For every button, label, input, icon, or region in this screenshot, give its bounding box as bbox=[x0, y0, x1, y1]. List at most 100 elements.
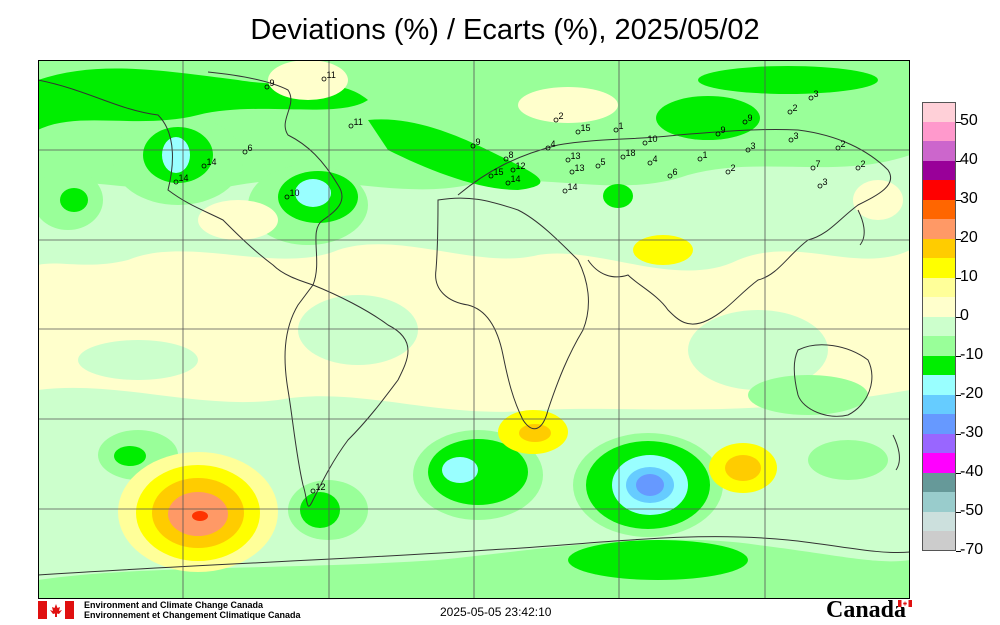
station-dot bbox=[503, 156, 509, 162]
station-value-label: 12 bbox=[516, 161, 526, 171]
station-dot bbox=[715, 131, 721, 137]
station-dot bbox=[310, 488, 316, 494]
wordmark-flag-icon bbox=[898, 600, 912, 607]
legend-label: -20 bbox=[960, 384, 984, 402]
station-dot bbox=[742, 119, 748, 125]
station-value-label: 4 bbox=[551, 139, 556, 149]
legend-swatch bbox=[922, 355, 956, 375]
legend-swatch bbox=[922, 394, 956, 414]
station-value-label: 3 bbox=[823, 177, 828, 187]
station-value-label: 14 bbox=[207, 157, 217, 167]
graticule bbox=[38, 60, 910, 599]
legend-tick bbox=[956, 160, 961, 162]
station-value-label: 8 bbox=[509, 150, 514, 160]
station-value-label: 6 bbox=[248, 143, 253, 153]
station-dot bbox=[745, 147, 751, 153]
legend-swatch bbox=[922, 472, 956, 492]
legend-label: 50 bbox=[960, 111, 978, 129]
legend-tick bbox=[956, 199, 961, 201]
station-value-label: 9 bbox=[748, 113, 753, 123]
legend-swatch bbox=[922, 511, 956, 531]
org-name-french: Environnement et Changement Climatique C… bbox=[84, 610, 301, 620]
legend-tick bbox=[956, 316, 961, 318]
map-panel: 11 9 6 11 14 14 10 9 8 2 4 15 1 12 15 14 13 13 5 18 10 4 6 14 1 2… bbox=[38, 60, 910, 599]
legend-swatch bbox=[922, 102, 956, 122]
org-name-english: Environment and Climate Change Canada bbox=[84, 600, 264, 610]
station-value-label: 13 bbox=[571, 151, 581, 161]
station-value-label: 10 bbox=[648, 134, 658, 144]
legend-swatch bbox=[922, 121, 956, 141]
legend-label: 0 bbox=[960, 306, 969, 324]
legend-tick bbox=[956, 394, 961, 396]
station-value-label: 9 bbox=[270, 78, 275, 88]
station-value-label: 7 bbox=[816, 159, 821, 169]
station-value-label: 6 bbox=[673, 167, 678, 177]
station-dot bbox=[545, 145, 551, 151]
legend-swatch bbox=[922, 141, 956, 161]
station-value-label: 10 bbox=[290, 188, 300, 198]
legend-tick bbox=[956, 472, 961, 474]
legend-label: -70 bbox=[960, 540, 984, 558]
station-dot bbox=[725, 169, 731, 175]
station-dot bbox=[788, 137, 794, 143]
legend-label: 30 bbox=[960, 189, 978, 207]
station-value-label: 5 bbox=[601, 157, 606, 167]
generation-timestamp: 2025-05-05 23:42:10 bbox=[440, 605, 552, 619]
legend-label: 20 bbox=[960, 228, 978, 246]
station-dot bbox=[348, 123, 354, 129]
legend-tick bbox=[956, 550, 961, 552]
blue-regions bbox=[626, 467, 674, 503]
legend-label: -30 bbox=[960, 423, 984, 441]
station-value-label: 14 bbox=[511, 174, 521, 184]
bright-green-regions bbox=[38, 66, 878, 580]
legend-swatch bbox=[922, 238, 956, 258]
station-value-label: 18 bbox=[626, 148, 636, 158]
station-value-label: 2 bbox=[559, 111, 564, 121]
positive-anomaly-regions bbox=[118, 60, 903, 572]
station-value-label: 3 bbox=[794, 131, 799, 141]
station-value-label: 2 bbox=[861, 159, 866, 169]
legend-label: 40 bbox=[960, 150, 978, 168]
station-dot bbox=[569, 169, 575, 175]
legend-label: 10 bbox=[960, 267, 978, 285]
station-value-label: 3 bbox=[814, 89, 819, 99]
station-dot bbox=[173, 179, 179, 185]
legend-swatch bbox=[922, 199, 956, 219]
station-dot bbox=[613, 127, 619, 133]
legend-tick bbox=[956, 433, 961, 435]
map-title: Deviations (%) / Ecarts (%), 2025/05/02 bbox=[250, 14, 760, 46]
station-value-label: 14 bbox=[568, 182, 578, 192]
legend-swatch bbox=[922, 375, 956, 395]
legend-swatch bbox=[922, 433, 956, 453]
legend-swatch bbox=[922, 160, 956, 180]
legend-tick bbox=[956, 511, 961, 513]
legend-swatch bbox=[922, 492, 956, 512]
station-dot bbox=[321, 76, 327, 82]
station-dot bbox=[575, 129, 581, 135]
station-dot bbox=[835, 145, 841, 151]
station-value-label: 3 bbox=[751, 141, 756, 151]
station-dot bbox=[201, 163, 207, 169]
legend-swatch bbox=[922, 180, 956, 200]
legend-swatch bbox=[922, 414, 956, 434]
station-value-label: 1 bbox=[703, 150, 708, 160]
station-dot bbox=[855, 165, 861, 171]
station-dot bbox=[787, 109, 793, 115]
legend-swatch bbox=[922, 258, 956, 278]
map-border bbox=[38, 60, 910, 599]
station-dot bbox=[647, 160, 653, 166]
legend-swatch bbox=[922, 531, 956, 551]
canada-wordmark: Canada bbox=[826, 597, 907, 623]
station-dot bbox=[488, 173, 494, 179]
station-value-label: 11 bbox=[327, 70, 336, 80]
coastlines bbox=[38, 71, 910, 576]
station-value-label: 13 bbox=[575, 163, 585, 173]
station-dot bbox=[562, 188, 568, 194]
legend-swatch bbox=[922, 453, 956, 473]
station-value-label: 14 bbox=[179, 173, 189, 183]
legend-swatch bbox=[922, 316, 956, 336]
station-value-label: 11 bbox=[354, 117, 363, 127]
legend-tick bbox=[956, 355, 961, 357]
